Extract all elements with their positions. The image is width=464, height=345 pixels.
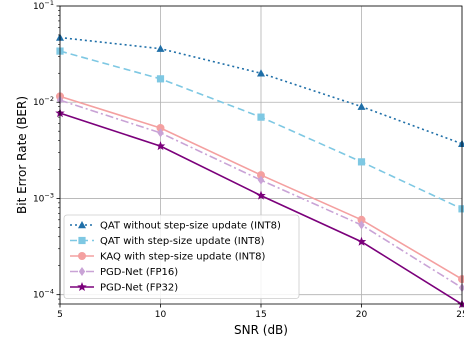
legend-marker [78, 221, 86, 229]
legend-marker [78, 236, 86, 245]
x-axis-label: SNR (dB) [234, 323, 288, 337]
legend-item: QAT with step-size update (INT8) [70, 236, 265, 247]
data-point [157, 128, 164, 138]
legend-item: KAQ with step-size update (INT8) [70, 252, 266, 263]
legend: QAT without step-size update (INT8) QAT w… [63, 214, 300, 299]
data-point [156, 44, 165, 52]
legend-marker [78, 252, 86, 260]
series-line [59, 36, 463, 145]
x-tick-label: 25 [456, 310, 464, 320]
series-3 [56, 92, 464, 284]
data-point [458, 205, 464, 213]
data-point [458, 283, 464, 293]
data-point [356, 236, 367, 246]
legend-label: QAT without step-size update (INT8) [100, 221, 281, 232]
x-tick-label: 5 [57, 310, 63, 320]
series-1 [56, 33, 464, 147]
data-point [257, 113, 265, 121]
y-axis-ticks: 10−1 10−2 10−3 10−4 [33, 0, 60, 305]
data-point [357, 215, 366, 224]
legend-item: PGD-Net (FP16) [70, 267, 178, 278]
data-point [257, 175, 265, 185]
data-point [357, 158, 366, 166]
legend-item: PGD-Net (FP32) [70, 282, 178, 294]
y-tick-label: 10−1 [33, 0, 54, 12]
data-point [156, 75, 165, 83]
data-point [458, 139, 464, 147]
x-tick-label: 10 [155, 310, 167, 320]
legend-marker [78, 267, 86, 276]
legend-box [63, 214, 300, 299]
legend-label: PGD-Net (FP16) [100, 267, 178, 278]
legend-item: QAT without step-size update (INT8) [70, 221, 281, 232]
y-tick-label: 10−2 [33, 95, 54, 108]
series-line [59, 99, 463, 289]
x-axis-ticks: 5 10 15 20 25 [57, 304, 464, 320]
x-tick-label: 20 [356, 310, 368, 320]
legend-label: QAT with step-size update (INT8) [100, 236, 265, 247]
data-point [357, 102, 366, 110]
data-point [257, 171, 265, 180]
y-axis-label: Bit Error Rate (BER) [15, 96, 29, 214]
legend-label: PGD-Net (FP32) [100, 283, 178, 294]
legend-label: KAQ with step-size update (INT8) [100, 252, 266, 263]
data-point [358, 220, 365, 230]
data-point [458, 275, 464, 284]
series-layer [55, 33, 464, 309]
y-tick-label: 10−3 [33, 191, 54, 204]
data-point [257, 69, 265, 77]
legend-marker [77, 282, 87, 292]
data-point [155, 141, 166, 151]
y-tick-label: 10−4 [33, 288, 54, 301]
data-point [156, 123, 165, 132]
x-tick-label: 15 [255, 310, 266, 320]
data-point [256, 190, 266, 200]
